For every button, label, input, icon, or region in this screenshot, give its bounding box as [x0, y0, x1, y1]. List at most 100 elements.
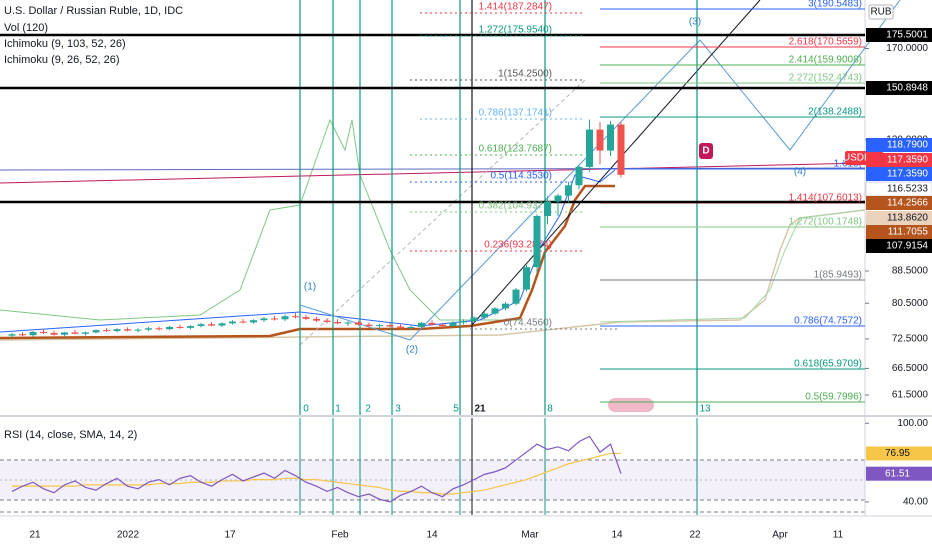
cycle-count: 3	[395, 404, 401, 415]
candle-body	[596, 129, 604, 151]
fib-label: 1(154.2500)	[498, 69, 552, 80]
candle-body	[565, 185, 572, 196]
fib-label: 1(85.9493)	[814, 270, 862, 281]
price-label-box	[866, 28, 932, 42]
candle-body	[92, 330, 100, 333]
price-label: 118.7900	[887, 140, 928, 151]
x-tick-label: 17	[224, 530, 236, 541]
rsi-line	[11, 435, 622, 503]
x-tick-label: 21	[29, 530, 41, 541]
price-label: 116.5233	[887, 184, 928, 195]
candle-body	[197, 324, 205, 327]
candle-body	[376, 325, 383, 327]
event-marker-label: D	[702, 146, 709, 157]
fib-label: 0.5(114.3530)	[490, 171, 552, 182]
y-tick-label: 170.0000	[886, 43, 928, 54]
candle-body	[271, 318, 278, 320]
symbol-title: U.S. Dollar / Russian Ruble, 1D, IDC	[4, 5, 183, 17]
price-label: 114.2566	[887, 198, 928, 209]
candle-body	[607, 124, 614, 151]
candle-body	[334, 321, 341, 324]
candle-body	[71, 332, 79, 334]
candle-body	[407, 326, 415, 328]
drawings	[0, 0, 932, 517]
price-label: 107.9154	[886, 241, 928, 252]
x-tick-label: 14	[611, 530, 623, 541]
candle-body	[292, 316, 299, 318]
currency-box	[868, 4, 894, 20]
indicator-name: Ichimoku (9, 103, 52, 26)	[4, 38, 126, 50]
x-tick-label: Apr	[772, 530, 788, 541]
candle-body	[50, 332, 58, 335]
rsi-line	[12, 452, 622, 495]
fib-label: 0.786(137.1741)	[479, 108, 552, 119]
price-label-box	[866, 225, 932, 239]
indicator-name: Ichimoku (9, 26, 52, 26)	[4, 54, 120, 66]
fib-label: 1.414(107.6013)	[789, 193, 862, 204]
candle-body	[61, 332, 68, 335]
price-label: 111.7055	[888, 227, 929, 238]
price-label-box	[866, 167, 932, 181]
candle-body	[586, 129, 593, 167]
candle-body	[145, 328, 152, 330]
price-label-box	[866, 138, 932, 152]
candle-body	[40, 331, 47, 333]
wave-label: (3)	[689, 17, 701, 28]
y-tick-label: 40.00	[903, 497, 928, 508]
candle-body	[523, 267, 530, 290]
wave-label: (4)	[794, 167, 806, 178]
candle-body	[155, 328, 163, 330]
moving-average	[0, 162, 866, 184]
cloud-line	[0, 209, 866, 341]
fib-label: 1.414(187.2847)	[479, 2, 552, 13]
price-label: 113.8620	[887, 213, 928, 224]
candle-body	[82, 332, 89, 334]
y-tick-label: 61.5000	[892, 390, 929, 401]
candle-body	[187, 326, 194, 328]
candle-body	[134, 329, 142, 331]
last-value-label: 76.95	[885, 448, 910, 459]
last-value-box	[866, 446, 932, 461]
candle-body	[386, 325, 394, 327]
fib-label: 2(138.2488)	[808, 107, 862, 118]
candle-body	[428, 322, 436, 325]
candle-body	[250, 320, 257, 323]
candle-body	[344, 322, 352, 324]
candle-body	[8, 334, 16, 336]
candle-body	[470, 317, 478, 322]
kijun-line	[0, 184, 615, 340]
price-label: 175.5001	[886, 30, 928, 41]
price-label-box	[866, 211, 932, 225]
candle-body	[554, 195, 562, 202]
cycle-count: 21	[474, 404, 486, 415]
candle-body	[323, 320, 331, 322]
fib-label: 0.618(123.7687)	[479, 144, 552, 155]
cycle-count: 0	[303, 404, 309, 415]
x-tick-label: 14	[426, 530, 438, 541]
price-label: 117.3590	[887, 169, 928, 180]
last-value-label: 61.51	[885, 468, 910, 479]
candle-body	[302, 317, 310, 319]
fib-label: 0.5(59.7996)	[805, 392, 862, 403]
fib-label: 2.618(170.5659)	[789, 37, 862, 48]
candle-body	[166, 326, 173, 330]
fib-label: 0.618(65.9709)	[794, 359, 862, 370]
candle-body	[229, 321, 236, 324]
wave-projection	[299, 0, 901, 341]
x-tick-label: 22	[689, 530, 701, 541]
y-tick-label: 66.5000	[892, 363, 929, 374]
x-tick-label: Feb	[331, 530, 349, 541]
candle-body	[544, 201, 551, 216]
fib-label: 1.272(175.9540)	[479, 25, 552, 36]
fib-label: 0.382(104.9373)	[479, 201, 552, 212]
cycle-count: 5	[453, 404, 459, 415]
moving-average	[0, 167, 866, 171]
price-label: 117.3590	[887, 155, 928, 166]
candle-body	[260, 318, 268, 321]
candle-body	[439, 324, 446, 327]
candle-body	[29, 331, 37, 336]
lagging-span	[0, 118, 520, 321]
price-label-box	[866, 153, 932, 167]
